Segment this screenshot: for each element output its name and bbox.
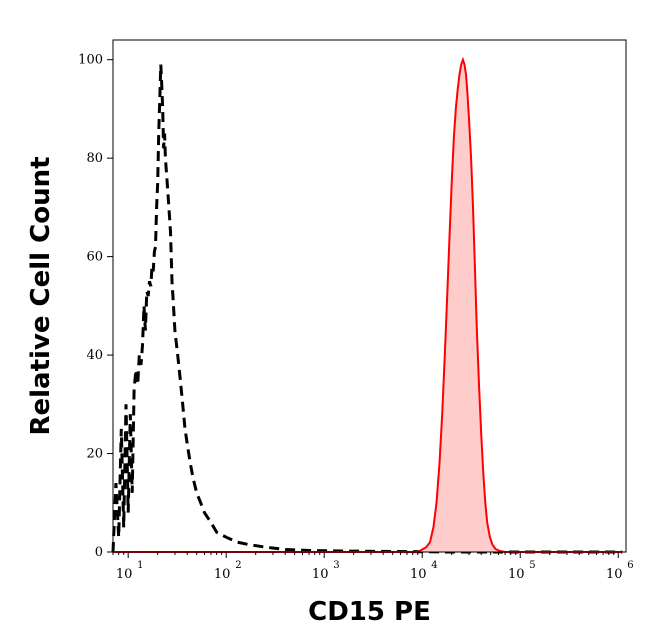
series-1-line (113, 56, 623, 553)
y-axis-title: Relative Cell Count (26, 156, 56, 435)
y-tick-label: 100 (78, 53, 103, 68)
x-tick-exponent: 3 (333, 560, 339, 571)
x-tick-label: 10 (214, 567, 231, 582)
x-tick-label: 10 (116, 567, 133, 582)
series-0-line (111, 64, 623, 554)
x-tick-exponent: 4 (431, 560, 437, 571)
x-tick-exponent: 5 (529, 560, 535, 571)
y-tick-label: 80 (86, 151, 103, 166)
series-1-fill (113, 59, 623, 552)
x-tick-label: 10 (410, 567, 427, 582)
y-tick-label: 40 (86, 348, 103, 363)
y-axis-ticks: 0 20 40 60 80 100 (78, 53, 113, 560)
y-tick-label: 60 (86, 250, 103, 265)
plot-frame (112, 39, 627, 553)
x-axis-title: CD15 PE (308, 597, 431, 627)
plot-marks (111, 56, 623, 554)
x-tick-exponent: 2 (235, 560, 241, 571)
y-tick-label: 0 (95, 545, 103, 560)
x-axis-ticks: 10 1 10 2 10 3 10 4 10 5 10 6 (112, 552, 634, 582)
x-tick-label: 10 (606, 567, 623, 582)
x-tick-exponent: 1 (137, 560, 143, 571)
x-tick-label: 10 (508, 567, 525, 582)
x-tick-label: 10 (312, 567, 329, 582)
y-tick-label: 20 (86, 447, 103, 462)
x-tick-exponent: 6 (627, 560, 633, 571)
